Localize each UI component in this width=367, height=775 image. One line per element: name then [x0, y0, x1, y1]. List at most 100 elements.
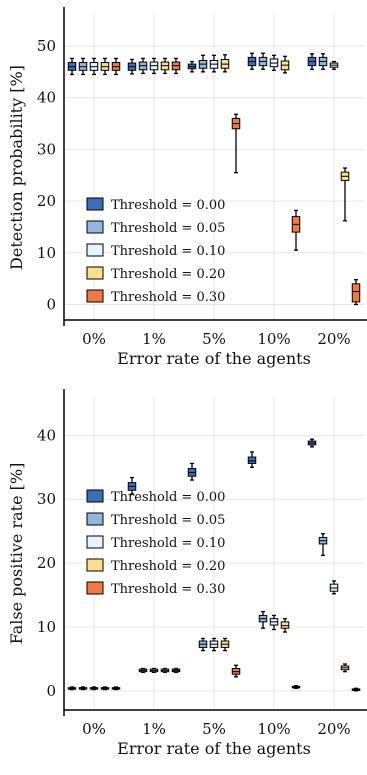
box-plot [247, 451, 257, 468]
legend-entry: Threshold = 0.05 [111, 513, 225, 528]
y-tick-label: 0 [46, 295, 56, 313]
y-tick-label: 0 [46, 682, 56, 700]
x-tick-label: 0% [82, 330, 106, 348]
box [280, 621, 290, 629]
box-plot [67, 686, 77, 691]
box-plot [187, 60, 197, 73]
box-plot [269, 614, 279, 631]
legend-entry: Threshold = 0.10 [111, 536, 225, 551]
box-plot [318, 533, 328, 557]
box-plot [67, 57, 77, 76]
box-plot [160, 667, 170, 673]
box-plot [100, 686, 110, 691]
box-plot [127, 476, 137, 495]
box-plot [100, 57, 110, 76]
legend-swatch [86, 581, 104, 595]
legend-entry: Threshold = 0.20 [111, 559, 225, 574]
box-plot [149, 57, 159, 75]
x-tick-label: 1% [142, 720, 166, 738]
legend-entry: Threshold = 0.00 [111, 490, 225, 505]
box-plot [138, 667, 148, 673]
x-tick-label: 10% [257, 330, 290, 348]
box-plot [78, 57, 88, 76]
x-tick-label: 5% [202, 330, 226, 348]
box-plot [89, 686, 99, 691]
x-tick-label: 20% [317, 330, 350, 348]
box-plot [291, 685, 301, 689]
box-plot [231, 664, 241, 678]
box-plot [127, 58, 137, 75]
y-axis-label: False positive rate [%] [7, 463, 26, 645]
x-tick-label: 5% [202, 720, 226, 738]
box-plot [231, 113, 241, 174]
box-plot [351, 687, 361, 692]
box-plot [307, 438, 317, 448]
box-plot [307, 53, 317, 70]
box-plot [149, 667, 159, 673]
legend-entry: Threshold = 0.00 [111, 198, 225, 213]
y-tick-label: 30 [37, 490, 56, 508]
box-plot [187, 462, 197, 481]
box-marks [67, 438, 361, 692]
legend-swatch [86, 197, 104, 211]
box-plot [291, 209, 301, 251]
legend-entry: Threshold = 0.05 [111, 221, 225, 236]
legend-swatch [86, 243, 104, 257]
box-plot [171, 57, 181, 75]
box-plot [171, 667, 181, 673]
y-tick-label: 20 [37, 554, 56, 572]
x-tick-label: 20% [317, 720, 350, 738]
box-plot [247, 52, 257, 70]
box-plot [269, 54, 279, 71]
legend: Threshold = 0.00 Threshold = 0.05 Threshol… [86, 489, 225, 597]
legend-swatch [86, 266, 104, 280]
box-plot [220, 54, 230, 73]
x-axis-label: Error rate of the agents [117, 349, 311, 368]
grid [64, 397, 364, 710]
legend-swatch [86, 289, 104, 303]
legend-swatch [86, 489, 104, 503]
box-plot [329, 60, 339, 70]
box-plot [160, 57, 170, 75]
box-plot [111, 686, 121, 691]
box-plot [340, 663, 350, 673]
box-plot [209, 54, 219, 73]
x-axis-label: Error rate of the agents [117, 739, 311, 758]
box-plot [340, 167, 350, 222]
x-tick-label: 0% [82, 720, 106, 738]
x-tick-label: 10% [257, 720, 290, 738]
y-tick-label: 30 [37, 140, 56, 158]
box-plot [138, 57, 148, 75]
box-plot [89, 57, 99, 76]
y-axis-label: Detection probability [%] [7, 65, 26, 270]
legend: Threshold = 0.00 Threshold = 0.05 Threshol… [86, 197, 225, 305]
y-tick-label: 40 [37, 89, 56, 107]
box-plot [258, 610, 268, 629]
box-plot [78, 686, 88, 691]
y-tick-label: 10 [37, 244, 56, 262]
box-plot [351, 279, 361, 306]
detection-probability-chart: 0 10 20 30 40 50 0% 1% 5% 10% 20% Error rate of the… [7, 7, 367, 368]
legend-swatch [86, 535, 104, 549]
y-tick-label: 20 [37, 192, 56, 210]
box-plot [198, 637, 208, 652]
y-tick-label: 10 [37, 618, 56, 636]
box-plot [258, 52, 268, 70]
y-tick-label: 40 [37, 426, 56, 444]
box-plot [280, 55, 290, 74]
box-plot [318, 53, 328, 70]
legend-swatch [86, 220, 104, 234]
box [247, 456, 257, 464]
box-plot [220, 637, 230, 652]
box-plot [209, 637, 219, 652]
box [351, 283, 361, 303]
box-plot [280, 618, 290, 633]
box-plot [111, 57, 121, 76]
y-tick-label: 50 [37, 37, 56, 55]
legend-entry: Threshold = 0.30 [111, 582, 225, 597]
box-marks [67, 52, 361, 306]
legend-entry: Threshold = 0.30 [111, 290, 225, 305]
x-tick-label: 1% [142, 330, 166, 348]
legend-entry: Threshold = 0.20 [111, 267, 225, 282]
legend-swatch [86, 558, 104, 572]
